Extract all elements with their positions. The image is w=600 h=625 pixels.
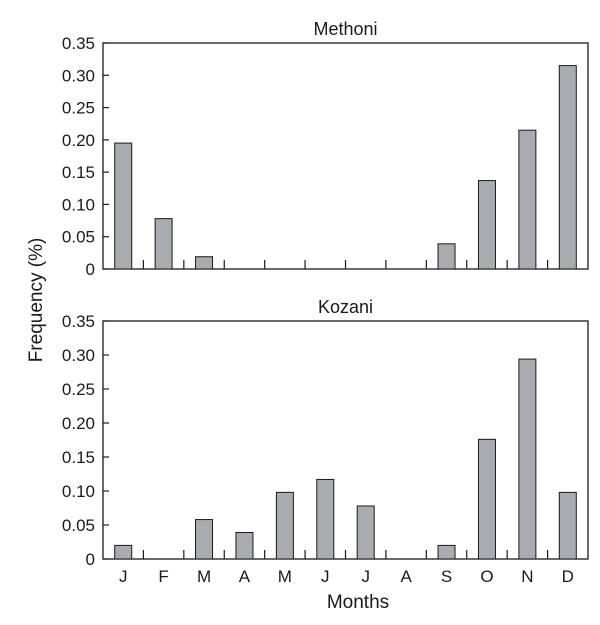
- x-tick-label: D: [562, 567, 574, 586]
- y-tick-label: 0.30: [62, 346, 95, 365]
- x-tick-label: A: [400, 567, 412, 586]
- panel-title: Methoni: [313, 19, 377, 39]
- y-tick-label: 0.05: [62, 516, 95, 535]
- y-tick-label: 0.20: [62, 414, 95, 433]
- x-tick-label: N: [521, 567, 533, 586]
- bar-d-12: [558, 65, 577, 270]
- bar-f-2: [154, 218, 173, 270]
- y-tick-label: 0.35: [62, 34, 95, 53]
- x-axis-title: Months: [327, 592, 389, 613]
- bar-m-3: [195, 256, 214, 270]
- chart-panels: Methoni00.050.100.150.200.250.300.35Koza…: [62, 19, 589, 586]
- y-tick-label: 0.10: [62, 195, 95, 214]
- y-axis-title: Frequency (%): [26, 238, 47, 363]
- bar-o-10: [477, 438, 496, 560]
- bar-n-11: [518, 129, 537, 270]
- bar-m-3: [195, 519, 214, 560]
- x-tick-label: J: [119, 567, 128, 586]
- plot-frame: [102, 42, 589, 270]
- chart-panel-1: Methoni 0 0.05 0.10 0.15 0.20 0.25 0.30 0.35: [62, 19, 589, 279]
- bar-s-9: [437, 243, 456, 270]
- y-tick-label: 0.15: [62, 448, 95, 467]
- y-tick-label: 0.25: [62, 99, 95, 118]
- y-tick-label: 0.35: [62, 312, 95, 331]
- bar-j-1: [114, 142, 133, 270]
- y-tick-label: 0: [86, 260, 95, 279]
- x-tick-label: S: [441, 567, 452, 586]
- x-tick-label: A: [239, 567, 251, 586]
- chart-panel-2: Kozani 0 0.05 0.10 0.15 0.20 0.25 0.30 0.35 J F M A M…: [62, 297, 589, 586]
- y-tick-label: 0.15: [62, 163, 95, 182]
- bar-m-5: [275, 491, 294, 560]
- bar-d-12: [558, 491, 577, 560]
- x-tick-label: J: [361, 567, 370, 586]
- x-tick-label: O: [480, 567, 493, 586]
- bar-n-11: [518, 358, 537, 560]
- x-tick-label: F: [158, 567, 168, 586]
- x-tick-label: J: [321, 567, 330, 586]
- bar-s-9: [437, 544, 456, 560]
- y-tick-label: 0.10: [62, 482, 95, 501]
- plot-frame: [102, 320, 589, 560]
- y-tick-label: 0.20: [62, 131, 95, 150]
- y-tick-label: 0.05: [62, 228, 95, 247]
- x-tick-label: M: [197, 567, 211, 586]
- x-tick-label: M: [278, 567, 292, 586]
- panel-title: Kozani: [318, 297, 373, 317]
- y-tick-label: 0.30: [62, 66, 95, 85]
- bar-a-4: [235, 531, 254, 560]
- bar-o-10: [477, 180, 496, 270]
- bar-j-1: [114, 544, 133, 560]
- y-tick-label: 0.25: [62, 380, 95, 399]
- bar-j-7: [356, 505, 375, 560]
- y-tick-label: 0: [86, 550, 95, 569]
- bar-j-6: [316, 478, 335, 560]
